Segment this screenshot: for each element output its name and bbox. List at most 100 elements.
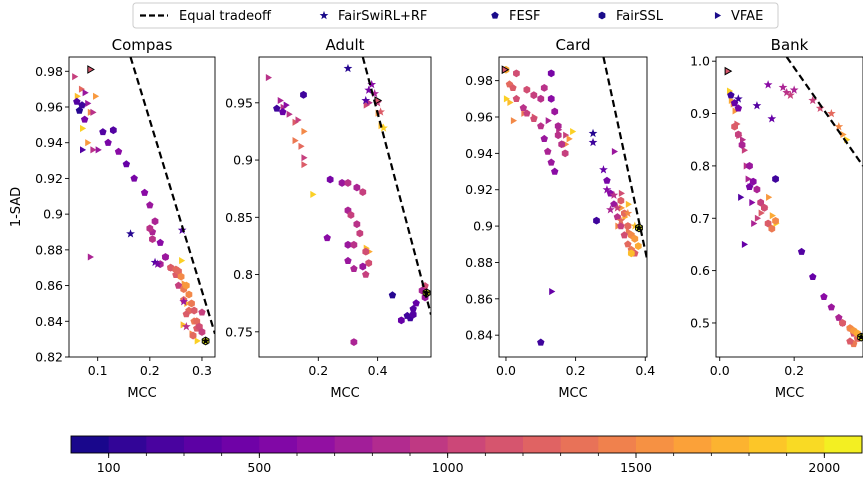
- data-point-hexagon: [151, 217, 159, 226]
- data-point-triangle-right: [301, 161, 308, 169]
- tradeoff-line: [361, 57, 431, 315]
- data-point-pentagon: [78, 101, 86, 109]
- data-point-triangle-right: [510, 117, 518, 125]
- data-point-pentagon: [174, 281, 183, 289]
- legend-entry: Equal tradeoff: [140, 9, 272, 24]
- data-point-hexagon: [523, 85, 531, 94]
- colorbar-frame: [70, 435, 863, 454]
- data-point-hexagon: [177, 272, 185, 281]
- panel-compas: Compas 0.1 0.2 0.3 0.82 0.84 0.86 0.88 0.9 0.92 0.…: [35, 36, 216, 401]
- data-point-triangle-right: [298, 142, 305, 150]
- colorbar-segment: [221, 436, 260, 453]
- data-point-pentagon: [73, 97, 81, 105]
- data-point-triangle-right: [310, 190, 317, 198]
- data-point-pentagon: [182, 310, 191, 318]
- legend-pentagon-swatch: [491, 11, 499, 19]
- data-point-pentagon: [617, 222, 625, 230]
- data-point-star: [616, 216, 626, 225]
- data-point-hexagon: [189, 331, 197, 340]
- data-point-star: [786, 90, 795, 99]
- legend-label: FairSSL: [616, 9, 664, 24]
- tradeoff-line: [785, 57, 863, 167]
- panel-data: [724, 57, 863, 348]
- data-point-triangle-right: [265, 74, 272, 82]
- legend-label: FairSwiRL+RF: [338, 9, 427, 24]
- y-tick-label: 0.95: [225, 95, 253, 110]
- legend: Equal tradeoff FairSwiRL+RF FESF FairSSL VFA…: [132, 2, 779, 29]
- data-point-hexagon: [558, 140, 566, 149]
- data-point-hexagon: [537, 94, 545, 103]
- data-point-hexagon: [365, 259, 373, 268]
- colorbar-segment: [146, 436, 185, 453]
- colorbar-segment: [334, 436, 373, 453]
- data-point-pentagon: [350, 264, 358, 272]
- data-point-hexagon: [300, 90, 307, 99]
- colorbar-segment: [560, 436, 599, 453]
- colorbar-tick-label: 1000: [432, 460, 464, 475]
- colorbar-segment: [372, 436, 411, 453]
- data-point-triangle-right: [301, 154, 308, 162]
- data-point-pentagon: [75, 106, 84, 114]
- data-point-hexagon: [198, 328, 206, 336]
- data-point-pentagon: [156, 238, 164, 246]
- tradeoff-line: [602, 57, 647, 260]
- data-point-triangle-right: [283, 101, 290, 109]
- data-point-triangle-right: [563, 131, 570, 139]
- y-tick-label: 0.75: [225, 324, 253, 339]
- data-point-triangle-right: [751, 219, 758, 228]
- data-point-star: [181, 322, 191, 331]
- y-tick-label: 0.98: [465, 73, 493, 88]
- panel-frame: [715, 56, 863, 358]
- data-point-pentagon: [362, 270, 370, 278]
- data-point-star: [606, 205, 615, 214]
- data-point-star: [361, 95, 371, 105]
- x-axis-label: MCC: [558, 386, 587, 401]
- colorbar-tick-label: 500: [247, 460, 271, 475]
- x-tick-label: 0.0: [710, 363, 730, 378]
- y-tick-label: 0.9: [473, 219, 493, 234]
- y-tick-label: 0.8: [233, 267, 253, 282]
- colorbar-segment: [598, 436, 637, 453]
- data-point-hexagon: [631, 234, 639, 243]
- data-point-triangle-right: [611, 147, 619, 156]
- data-point-triangle-right: [366, 99, 373, 107]
- data-point-triangle-right: [507, 98, 514, 107]
- legend-entry: FairSSL: [598, 9, 664, 24]
- panel-title: Bank: [771, 36, 809, 54]
- data-point-pentagon: [198, 308, 206, 316]
- data-point-pentagon: [412, 299, 420, 307]
- x-tick-label: 0.2: [308, 363, 328, 378]
- data-point-hexagon: [356, 229, 364, 238]
- data-point-hexagon: [617, 196, 625, 205]
- data-point-triangle-right: [769, 212, 776, 220]
- colorbar-segment: [108, 436, 147, 453]
- data-point-pentagon: [388, 291, 397, 299]
- data-point-star: [808, 95, 818, 105]
- data-point-hexagon: [350, 338, 358, 347]
- data-point-pentagon: [603, 176, 611, 184]
- data-point-pentagon: [537, 338, 545, 346]
- data-point-hexagon: [554, 131, 562, 140]
- data-point-triangle-right: [295, 116, 302, 124]
- data-point-pentagon: [114, 147, 123, 155]
- panel-title: Compas: [112, 36, 173, 54]
- baseline-star-marker: [201, 336, 210, 345]
- data-point-pentagon: [610, 200, 618, 208]
- data-point-triangle-right: [566, 135, 573, 143]
- x-tick-label: 0.2: [784, 363, 804, 378]
- panel-data: [265, 57, 431, 347]
- data-point-pentagon: [80, 115, 89, 123]
- data-point-pentagon: [512, 94, 521, 102]
- data-point-triangle-right: [840, 130, 847, 139]
- y-tick-label: 0.85: [225, 210, 253, 225]
- data-point-hexagon: [195, 322, 203, 331]
- data-point-hexagon: [561, 149, 569, 158]
- data-point-hexagon: [149, 235, 156, 244]
- panel-title: Adult: [325, 36, 364, 54]
- x-tick-label: 0.3: [192, 363, 212, 378]
- data-point-pentagon: [827, 303, 836, 311]
- data-point-pentagon: [530, 114, 538, 122]
- data-point-star: [150, 257, 160, 267]
- y-tick-label: 0.86: [465, 291, 493, 306]
